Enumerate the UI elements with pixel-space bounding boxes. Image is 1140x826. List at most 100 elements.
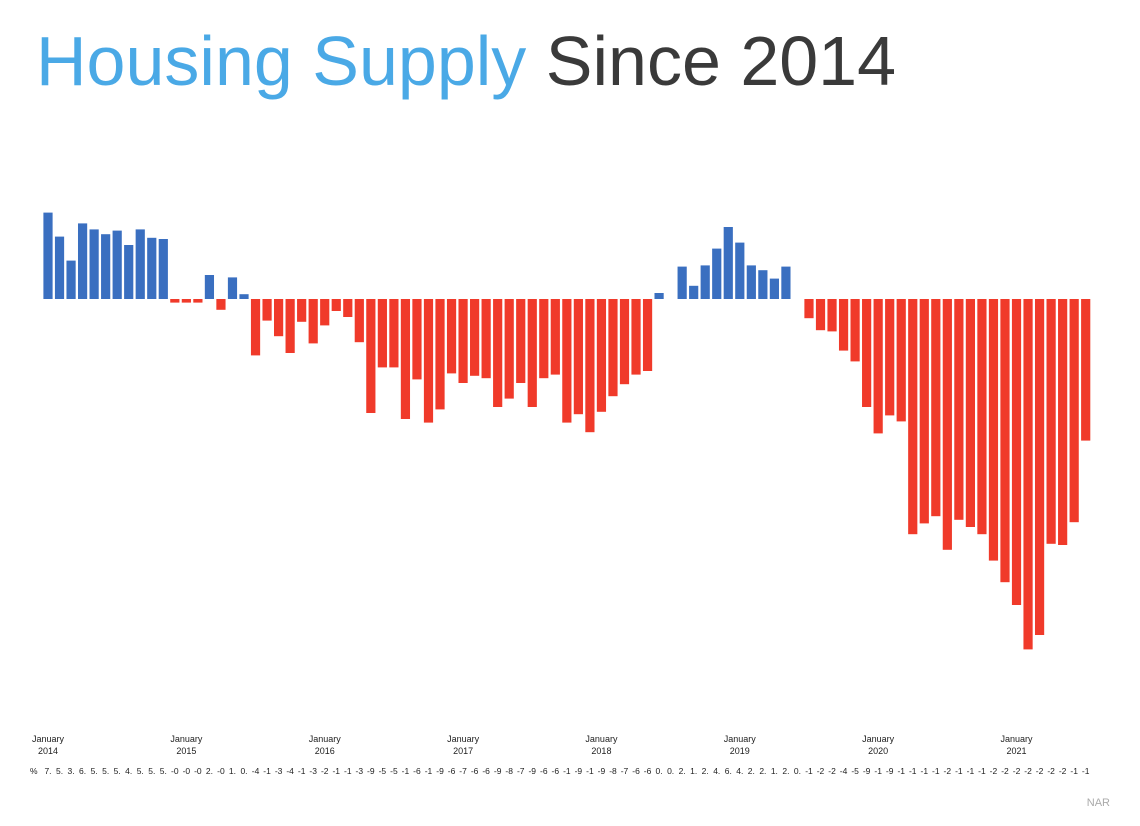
x-tick-label: January 2015 (170, 734, 203, 756)
x-tick-label: January 2019 (723, 734, 756, 756)
value-label: -9 (885, 766, 894, 776)
bar (781, 266, 791, 299)
value-label: 5. (102, 766, 110, 776)
value-label: -1 (874, 766, 882, 776)
value-label: -4 (839, 766, 848, 776)
value-label: -1 (805, 766, 813, 776)
value-label: -6 (413, 766, 421, 776)
bar (481, 299, 491, 379)
value-label: 2. (205, 766, 213, 776)
bar (89, 229, 99, 299)
value-label: -2 (1001, 766, 1009, 776)
bar (550, 299, 560, 375)
bar (827, 299, 837, 332)
value-label: -4 (251, 766, 260, 776)
bar (862, 299, 872, 407)
value-label: -1 (897, 766, 905, 776)
value-label: -1 (955, 766, 963, 776)
bar (1081, 299, 1091, 441)
bar (516, 299, 526, 383)
bar (77, 223, 88, 299)
bar (804, 299, 814, 319)
bar (423, 299, 434, 423)
bar (1000, 299, 1010, 583)
bar (389, 299, 399, 368)
value-label: -1 (563, 766, 571, 776)
bar (470, 299, 480, 376)
bar (885, 299, 895, 416)
bar (343, 299, 353, 317)
bar (43, 212, 53, 299)
bar (539, 299, 549, 379)
value-label: 5. (148, 766, 156, 776)
value-label: -2 (1024, 766, 1032, 776)
bar (170, 299, 180, 303)
value-label: -7 (620, 766, 629, 776)
bar (435, 299, 445, 410)
bar (631, 299, 641, 375)
bar (619, 299, 630, 385)
value-label: 7. (44, 766, 52, 776)
bar (239, 294, 249, 299)
value-label: -3 (309, 766, 317, 776)
value-label: -2 (989, 766, 998, 776)
bar (227, 277, 238, 299)
bar (1023, 299, 1033, 650)
value-label: -6 (447, 766, 456, 776)
value-label: -6 (551, 766, 560, 776)
value-label: -5 (378, 766, 387, 776)
bar (1046, 299, 1056, 544)
bar (216, 299, 226, 310)
value-label: 2. (782, 766, 790, 776)
bar (815, 299, 826, 331)
bar (412, 299, 422, 380)
value-label: 0. (667, 766, 675, 776)
bar (838, 299, 849, 351)
bar (135, 229, 145, 299)
bar (1034, 299, 1045, 635)
value-label: 6. (724, 766, 732, 776)
value-label: -6 (632, 766, 640, 776)
value-label: -1 (920, 766, 929, 776)
bar (873, 299, 883, 434)
value-label: -1 (263, 766, 271, 776)
bar (308, 299, 318, 344)
value-label: -3 (274, 766, 283, 776)
bar (400, 299, 411, 419)
bar (723, 227, 733, 299)
bar (931, 299, 941, 517)
value-label: -6 (540, 766, 548, 776)
bar (942, 299, 952, 550)
value-label: -9 (597, 766, 606, 776)
value-label: -1 (978, 766, 986, 776)
value-label: 3. (67, 766, 75, 776)
value-label: -1 (908, 766, 917, 776)
value-label: -7 (516, 766, 525, 776)
bar (919, 299, 929, 524)
value-label: 0. (655, 766, 663, 776)
value-label: 4. (125, 766, 133, 776)
value-label-unit: % (30, 766, 38, 776)
bar (193, 299, 203, 303)
value-label: -0 (194, 766, 202, 776)
title-highlight: Housing Supply (36, 22, 527, 100)
value-label: -9 (367, 766, 375, 776)
value-label: -1 (966, 766, 975, 776)
bar (977, 299, 987, 535)
value-label: -2 (816, 766, 825, 776)
bar (642, 299, 653, 371)
value-label: -1 (1081, 766, 1090, 776)
bar (101, 234, 111, 299)
value-label: -2 (1058, 766, 1067, 776)
value-label: 4. (736, 766, 744, 776)
bar (181, 299, 191, 303)
value-label: 2. (759, 766, 767, 776)
bar (458, 299, 468, 383)
value-label: -0 (171, 766, 179, 776)
bar (504, 299, 514, 399)
title-rest: Since 2014 (545, 22, 897, 100)
bar (677, 266, 687, 299)
value-label: -4 (286, 766, 294, 776)
